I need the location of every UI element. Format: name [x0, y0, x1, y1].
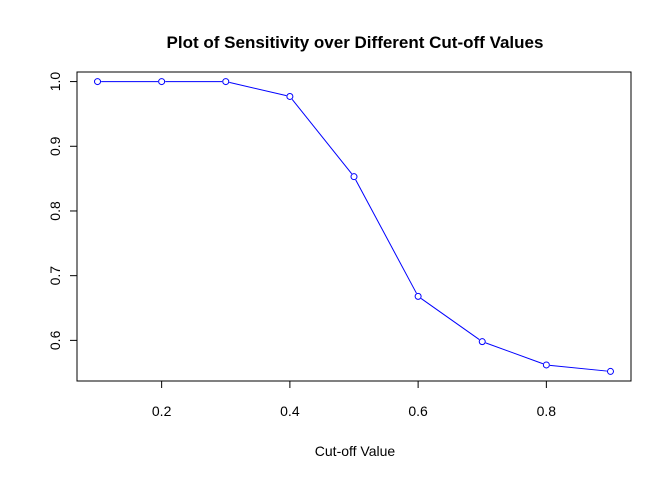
x-axis: 0.2 0.4 0.6 0.8: [152, 380, 557, 419]
y-tick-label: 0.9: [47, 136, 63, 156]
y-tick-label: 1.0: [47, 72, 63, 92]
series-layer: [94, 78, 614, 375]
chart-title: Plot of Sensitivity over Different Cut-o…: [167, 33, 544, 52]
x-axis-label: Cut-off Value: [315, 443, 396, 459]
series-line-segment: [549, 364, 607, 372]
data-point: [542, 361, 550, 369]
y-tick-label: 0.6: [47, 330, 63, 350]
data-point: [158, 78, 166, 86]
series-line-segment: [485, 342, 544, 365]
data-point: [222, 78, 230, 86]
data-point: [414, 292, 422, 300]
data-point: [350, 173, 358, 181]
x-tick-label: 0.8: [537, 403, 557, 419]
data-point: [94, 78, 102, 86]
series-line-segment: [291, 98, 353, 175]
y-tick-label: 0.8: [47, 201, 63, 221]
plot-frame: [76, 71, 632, 382]
data-point: [606, 367, 614, 375]
series-line-segment: [355, 179, 417, 294]
data-point: [286, 92, 294, 100]
x-tick-label: 0.6: [408, 403, 428, 419]
series-line-segment: [229, 81, 287, 97]
x-tick-label: 0.2: [152, 403, 172, 419]
x-tick-label: 0.4: [280, 403, 300, 419]
series-line-segment: [420, 298, 480, 340]
y-axis: 0.6 0.7 0.8 0.9 1.0: [47, 72, 78, 350]
y-tick-label: 0.7: [47, 266, 63, 286]
data-point: [478, 338, 486, 346]
